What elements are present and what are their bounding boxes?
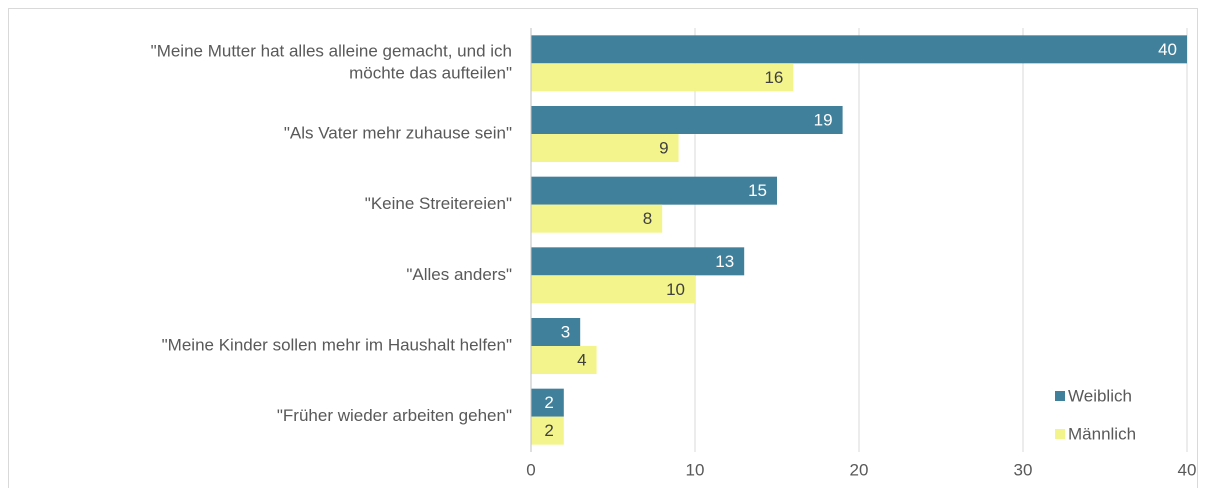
bar	[531, 134, 679, 162]
x-tick-label: 10	[686, 460, 705, 479]
value-label: 3	[561, 322, 570, 341]
bar	[531, 388, 564, 417]
legend-swatch	[1055, 429, 1065, 439]
category-label: "Alles anders"	[406, 265, 512, 284]
category-label: "Früher wieder arbeiten gehen"	[277, 406, 512, 425]
value-label: 2	[544, 421, 553, 440]
value-label: 15	[748, 181, 767, 200]
x-tick-label: 0	[526, 460, 535, 479]
legend-label: Männlich	[1068, 424, 1136, 443]
category-label: "Meine Mutter hat alles alleine gemacht,…	[151, 42, 512, 83]
value-label: 16	[764, 68, 783, 87]
x-tick-label: 30	[1014, 460, 1033, 479]
bar	[531, 35, 1187, 64]
value-label: 9	[659, 138, 668, 157]
category-label: "Als Vater mehr zuhause sein"	[284, 123, 512, 142]
x-tick-label: 40	[1178, 460, 1197, 479]
bar	[531, 106, 843, 134]
bar	[531, 63, 794, 92]
category-label: "Keine Streitereien"	[365, 194, 512, 213]
chart-frame	[8, 8, 1198, 488]
bar	[531, 247, 745, 276]
value-label: 10	[666, 280, 685, 299]
x-tick-label: 20	[850, 460, 869, 479]
bar	[531, 176, 777, 205]
value-label: 19	[814, 110, 833, 129]
bar	[531, 275, 695, 304]
value-label: 8	[643, 209, 652, 228]
value-label: 40	[1158, 40, 1177, 59]
bar	[531, 204, 663, 233]
value-label: 13	[715, 252, 734, 271]
value-label: 4	[577, 350, 586, 369]
category-label: "Meine Kinder sollen mehr im Haushalt he…	[162, 335, 512, 354]
legend-label: Weiblich	[1068, 386, 1132, 405]
bar	[531, 318, 581, 346]
bar	[531, 346, 597, 374]
value-label: 2	[544, 393, 553, 412]
bar	[531, 416, 564, 445]
legend-swatch	[1055, 391, 1065, 401]
